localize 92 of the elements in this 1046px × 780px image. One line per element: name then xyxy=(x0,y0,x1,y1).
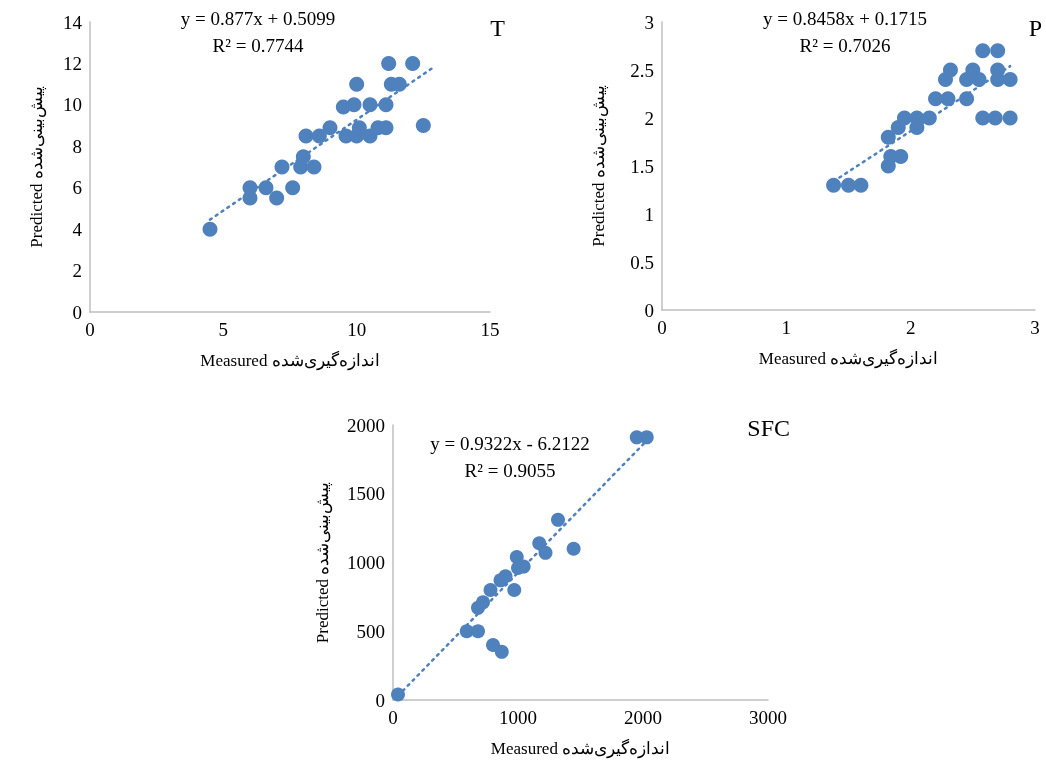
point xyxy=(928,91,944,107)
point xyxy=(551,512,565,527)
y-tick-label: 1 xyxy=(644,203,654,225)
point xyxy=(975,110,991,126)
point xyxy=(346,97,362,113)
point xyxy=(896,110,912,126)
annotation: y = 0.9322x - 6.2122 xyxy=(430,432,590,454)
x-axis-title: Measured اندازه‌گیری‌شده xyxy=(758,348,939,369)
point xyxy=(921,110,937,126)
x-tick-label: 5 xyxy=(218,319,229,340)
point xyxy=(494,644,509,659)
point xyxy=(274,159,290,175)
x-tick-label: 15 xyxy=(480,319,500,340)
point xyxy=(987,110,1003,126)
y-tick-label: 0 xyxy=(375,689,385,711)
point xyxy=(298,128,314,144)
point xyxy=(507,583,522,597)
point xyxy=(258,180,274,196)
y-tick-label: 0 xyxy=(644,299,654,321)
point xyxy=(391,687,405,702)
annotation: R² = 0.9055 xyxy=(464,459,556,481)
point xyxy=(909,120,925,136)
point xyxy=(311,128,327,144)
y-tick-label: 8 xyxy=(72,135,82,157)
point xyxy=(990,43,1006,59)
point xyxy=(202,221,218,237)
x-tick-label: 3000 xyxy=(749,707,787,728)
chart-title: SFC xyxy=(747,415,790,441)
y-tick-label: 1000 xyxy=(347,552,385,573)
point xyxy=(511,561,525,575)
point xyxy=(483,583,498,597)
point xyxy=(959,91,975,107)
point xyxy=(476,595,490,610)
y-axis-title: Predicted پیش‌بینی‌شده xyxy=(27,86,47,248)
x-tick-label: 3 xyxy=(1030,317,1040,338)
x-tick-label: 1 xyxy=(781,317,792,338)
point xyxy=(405,55,421,71)
y-tick-label: 12 xyxy=(63,52,82,74)
point xyxy=(362,97,378,113)
point xyxy=(295,149,311,165)
point xyxy=(853,177,869,193)
annotation: R² = 0.7744 xyxy=(212,34,304,56)
point xyxy=(826,177,842,193)
y-tick-label: 10 xyxy=(63,94,82,116)
point xyxy=(378,97,394,113)
y-tick-label: 4 xyxy=(72,218,83,240)
y-tick-label: 1500 xyxy=(347,483,385,505)
point xyxy=(942,62,958,78)
y-tick-label: 0.5 xyxy=(630,251,654,273)
y-tick-label: 1.5 xyxy=(630,155,654,177)
point xyxy=(415,118,431,134)
chart-title: T xyxy=(490,15,506,41)
point xyxy=(940,91,956,107)
annotation: y = 0.8458x + 0.1715 xyxy=(763,7,927,29)
annotation: R² = 0.7026 xyxy=(799,34,891,56)
point xyxy=(498,569,513,584)
y-axis-title: Predicted پیش‌بینی‌شده xyxy=(589,85,609,247)
y-axis-title: Predicted پیش‌بینی‌شده xyxy=(313,481,333,644)
point xyxy=(880,129,896,145)
point xyxy=(532,536,547,551)
y-tick-label: 14 xyxy=(63,11,83,33)
y-tick-label: 2 xyxy=(644,107,654,129)
point xyxy=(965,62,981,78)
point xyxy=(381,55,397,71)
point xyxy=(1002,110,1018,126)
point xyxy=(269,190,285,206)
chart-title: P xyxy=(1028,15,1042,41)
y-tick-label: 2000 xyxy=(347,414,385,436)
point xyxy=(306,159,322,175)
x-axis-title: Measured اندازه‌گیری‌شده xyxy=(200,350,380,371)
point xyxy=(1002,72,1018,88)
point xyxy=(975,43,991,59)
point xyxy=(322,120,338,136)
y-tick-label: 2.5 xyxy=(630,59,654,81)
y-tick-label: 6 xyxy=(72,177,82,199)
point xyxy=(566,541,581,556)
point xyxy=(639,430,654,445)
x-tick-label: 0 xyxy=(657,317,667,338)
point xyxy=(841,177,856,193)
y-tick-label: 2 xyxy=(72,260,82,282)
x-tick-label: 0 xyxy=(388,707,398,728)
annotation: y = 0.877x + 0.5099 xyxy=(180,7,336,29)
x-tick-label: 1000 xyxy=(499,707,537,728)
x-tick-label: 2 xyxy=(905,317,916,338)
y-tick-label: 0 xyxy=(72,301,82,323)
point xyxy=(471,624,485,639)
y-tick-label: 500 xyxy=(356,620,385,642)
y-tick-label: 3 xyxy=(644,11,654,33)
point xyxy=(538,545,553,560)
point xyxy=(349,76,365,92)
x-axis-title: Measured اندازه‌گیری‌شده xyxy=(490,738,671,759)
point xyxy=(285,180,301,196)
